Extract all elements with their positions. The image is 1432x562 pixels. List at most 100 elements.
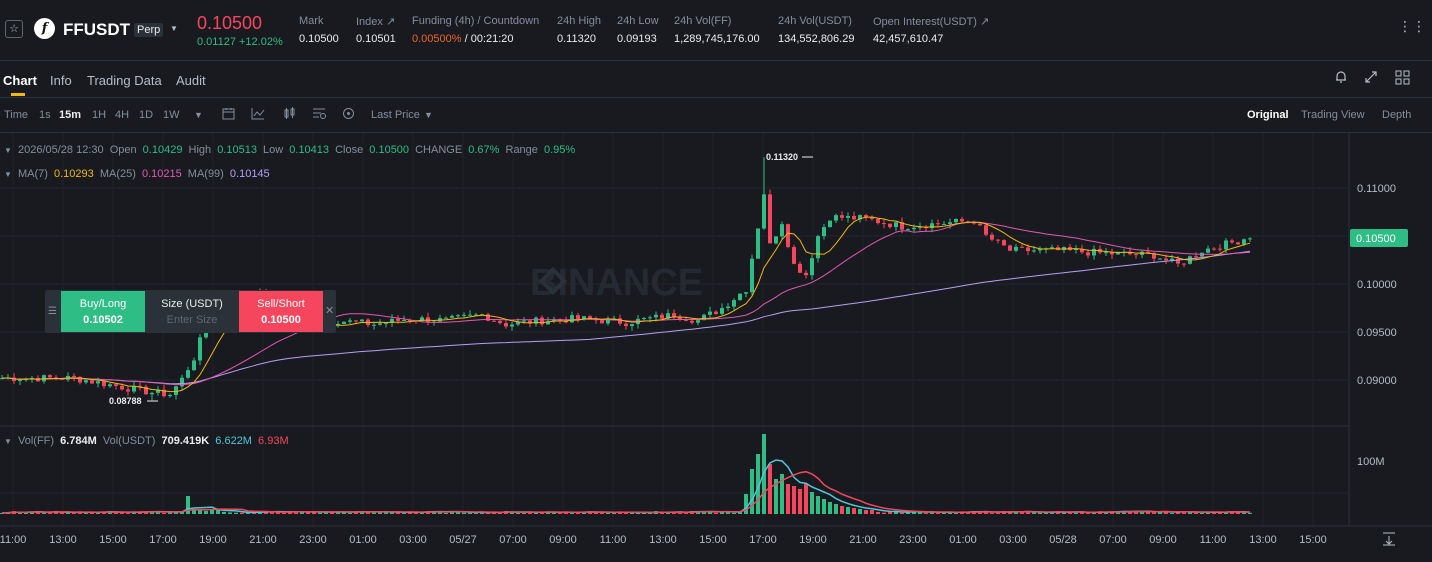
favorite-star-icon[interactable]: ☆ xyxy=(5,20,23,38)
time-tick-label: 03:00 xyxy=(399,534,427,546)
sell-price: 0.10500 xyxy=(261,314,301,326)
symbol-name[interactable]: FFUSDT xyxy=(63,20,131,39)
interval-1h[interactable]: 1H xyxy=(92,109,107,121)
bell-icon[interactable] xyxy=(1334,70,1348,87)
ma-collapse-icon[interactable]: ▼ xyxy=(4,170,12,179)
sell-label: Sell/Short xyxy=(257,298,305,310)
ohlc-legend: ▼ 2026/05/28 12:30 Open 0.10429 High 0.1… xyxy=(4,144,578,156)
candle-body xyxy=(780,224,784,237)
buy-label: Buy/Long xyxy=(79,298,127,310)
legend-collapse-icon[interactable]: ▼ xyxy=(4,146,12,155)
volume-collapse-icon[interactable]: ▼ xyxy=(4,437,12,446)
volume-bar xyxy=(1224,512,1228,514)
candle-body xyxy=(1242,239,1246,245)
volume-bar xyxy=(990,512,994,514)
ma25-label: MA(25) xyxy=(99,168,136,180)
expand-icon[interactable] xyxy=(1364,70,1378,87)
chart-settings-icon[interactable] xyxy=(312,107,326,123)
tab-audit[interactable]: Audit xyxy=(176,73,206,88)
symbol-dropdown-icon[interactable]: ▼ xyxy=(170,24,178,33)
low-value: 0.10413 xyxy=(289,144,330,156)
candle-body xyxy=(828,220,832,228)
price-type-select[interactable]: Last Price xyxy=(371,109,420,121)
volume-bar xyxy=(852,508,856,514)
candle-body xyxy=(1050,247,1054,249)
candle-body xyxy=(702,314,706,321)
interval-dropdown-icon[interactable]: ▼ xyxy=(194,110,203,120)
interval-4h[interactable]: 4H xyxy=(115,109,130,121)
indicator-icon[interactable] xyxy=(251,107,265,123)
volume-bar xyxy=(642,512,646,514)
candle-body xyxy=(360,319,364,322)
candle-body xyxy=(822,227,826,237)
volume-bar xyxy=(450,511,454,514)
view-original[interactable]: Original xyxy=(1247,109,1289,121)
buy-price: 0.10502 xyxy=(83,314,123,326)
ma-legend: ▼ MA(7) 0.10293 MA(25) 0.10215 MA(99) 0.… xyxy=(4,168,273,180)
close-icon[interactable]: ✕ xyxy=(325,305,335,317)
candle-body xyxy=(48,375,52,378)
volume-bar xyxy=(186,496,190,514)
drag-handle-icon[interactable]: ☰ xyxy=(48,306,57,317)
interval-1s[interactable]: 1s xyxy=(39,109,51,121)
time-tick-label: 23:00 xyxy=(299,534,327,546)
ma7-line xyxy=(1,216,1251,393)
interval-1w[interactable]: 1W xyxy=(163,109,180,121)
candle-body xyxy=(1020,246,1024,248)
stat-value: 0.09193 xyxy=(617,33,657,45)
volume-bar xyxy=(42,512,46,514)
candle-body xyxy=(456,315,460,317)
stat-index[interactable]: Index ↗ 0.10501 xyxy=(356,15,396,45)
buy-long-button[interactable]: Buy/Long 0.10502 xyxy=(61,291,145,332)
candle-body xyxy=(462,314,466,316)
volume-bar xyxy=(420,512,424,514)
candlestick-chart[interactable]: BINANCE 0.11320 0.08788 0.090000.095000.… xyxy=(0,133,1432,559)
volume-bar xyxy=(396,512,400,514)
ma99-label: MA(99) xyxy=(187,168,224,180)
high-value: 0.10513 xyxy=(217,144,257,156)
stat-open-interest[interactable]: Open Interest(USDT) ↗ 42,457,610.47 xyxy=(873,15,989,45)
tab-info[interactable]: Info xyxy=(50,73,72,88)
candle-body xyxy=(978,223,982,226)
candle-body xyxy=(108,384,112,387)
view-trading-view[interactable]: Trading View xyxy=(1301,109,1365,121)
toolbar-divider xyxy=(0,132,1432,133)
layout-grid-icon[interactable] xyxy=(1395,70,1410,88)
volume-bar xyxy=(840,506,844,514)
volume-bar xyxy=(324,511,328,514)
volume-bar xyxy=(168,511,172,514)
volume-bar xyxy=(1062,511,1066,514)
candle-body xyxy=(1014,246,1018,251)
more-options-icon[interactable]: ⋮⋮ xyxy=(1398,18,1426,34)
tab-trading-data[interactable]: Trading Data xyxy=(87,73,162,88)
candle-body xyxy=(378,323,382,325)
candle-body xyxy=(792,247,796,264)
drawing-tools-icon[interactable] xyxy=(342,107,355,123)
tab-chart[interactable]: Chart xyxy=(3,73,37,88)
volume-bar xyxy=(48,512,52,514)
calendar-icon[interactable] xyxy=(222,107,235,123)
candle-body xyxy=(1182,263,1186,265)
interval-15m[interactable]: 15m xyxy=(59,109,82,121)
time-tick-label: 01:00 xyxy=(949,534,977,546)
scroll-to-latest-icon[interactable] xyxy=(1383,532,1395,546)
price-type-dropdown-icon[interactable]: ▼ xyxy=(424,110,433,120)
funding-countdown: / 00:21:20 xyxy=(461,33,514,45)
candle-body xyxy=(660,314,664,319)
candle-type-icon[interactable] xyxy=(283,107,296,123)
volume-bar xyxy=(1164,511,1168,514)
time-label[interactable]: Time xyxy=(4,109,29,121)
candle-body xyxy=(996,239,1000,241)
stat-value: 0.10501 xyxy=(356,33,396,45)
stat-label: 24h High xyxy=(557,15,602,27)
view-depth[interactable]: Depth xyxy=(1382,109,1412,121)
volume-bar xyxy=(330,512,334,514)
open-label: Open xyxy=(109,144,137,156)
candle-body xyxy=(192,360,196,371)
size-input[interactable]: Size (USDT) Enter Size xyxy=(145,291,239,332)
interval-1d[interactable]: 1D xyxy=(139,109,154,121)
volume-bar xyxy=(942,512,946,514)
volume-bar xyxy=(84,512,88,514)
sell-short-button[interactable]: Sell/Short 0.10500 xyxy=(239,291,323,332)
time-tick-label: 15:00 xyxy=(1299,534,1327,546)
